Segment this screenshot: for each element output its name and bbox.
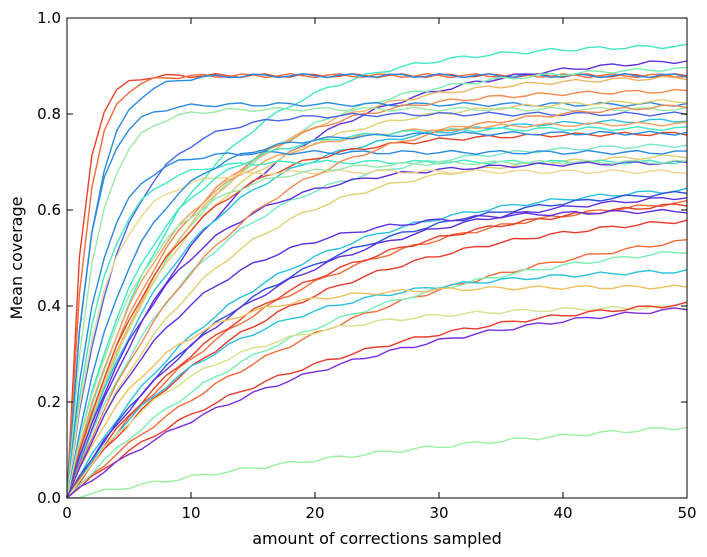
series-line-38 bbox=[66, 159, 688, 499]
series-line-36 bbox=[66, 104, 688, 499]
series-line-37 bbox=[66, 130, 688, 499]
series-line-21 bbox=[66, 187, 688, 499]
series-line-27 bbox=[66, 239, 688, 499]
y-tick-label: 0.8 bbox=[37, 105, 61, 123]
x-tick-label: 10 bbox=[181, 504, 200, 522]
series-line-11 bbox=[66, 111, 688, 499]
ticks-layer: 0 10 20 30 40 50 0.0 0.2 0.4 0.6 0.8 1.0 bbox=[37, 9, 696, 522]
x-tick-label: 40 bbox=[553, 504, 572, 522]
series-line-19 bbox=[66, 160, 688, 499]
series-line-23 bbox=[66, 196, 688, 499]
series-line-20 bbox=[66, 168, 688, 499]
series-line-9 bbox=[66, 98, 688, 499]
x-tick-label: 30 bbox=[429, 504, 448, 522]
x-tick-label: 20 bbox=[305, 504, 324, 522]
x-axis-label: amount of corrections sampled bbox=[252, 529, 501, 548]
y-tick-label: 0.2 bbox=[37, 393, 61, 411]
series-line-26 bbox=[66, 219, 688, 499]
x-tick-label: 50 bbox=[677, 504, 696, 522]
series-line-2 bbox=[66, 43, 688, 499]
series-line-6 bbox=[66, 75, 688, 499]
series-line-16 bbox=[66, 149, 687, 499]
series-line-10 bbox=[66, 106, 688, 499]
y-tick-label: 0.6 bbox=[37, 201, 61, 219]
series-line-35 bbox=[66, 125, 688, 499]
series-line-32 bbox=[66, 301, 688, 499]
series-line-31 bbox=[66, 305, 687, 499]
series-line-3 bbox=[66, 72, 688, 499]
series-line-28 bbox=[66, 250, 688, 499]
y-axis-label: Mean coverage bbox=[7, 197, 26, 320]
series-layer bbox=[66, 43, 688, 499]
y-tick-label: 0.4 bbox=[37, 297, 61, 315]
plot-frame bbox=[66, 17, 688, 499]
series-line-8 bbox=[66, 88, 688, 499]
series-line-4 bbox=[66, 60, 688, 499]
series-line-30 bbox=[66, 284, 688, 499]
series-line-34 bbox=[66, 426, 688, 499]
series-line-33 bbox=[66, 307, 688, 499]
y-tick-label: 1.0 bbox=[37, 9, 61, 27]
series-line-1 bbox=[66, 72, 688, 499]
y-tick-label: 0.0 bbox=[37, 489, 61, 507]
x-tick-label: 0 bbox=[62, 504, 72, 522]
series-line-39 bbox=[66, 208, 688, 499]
series-line-7 bbox=[66, 101, 688, 499]
